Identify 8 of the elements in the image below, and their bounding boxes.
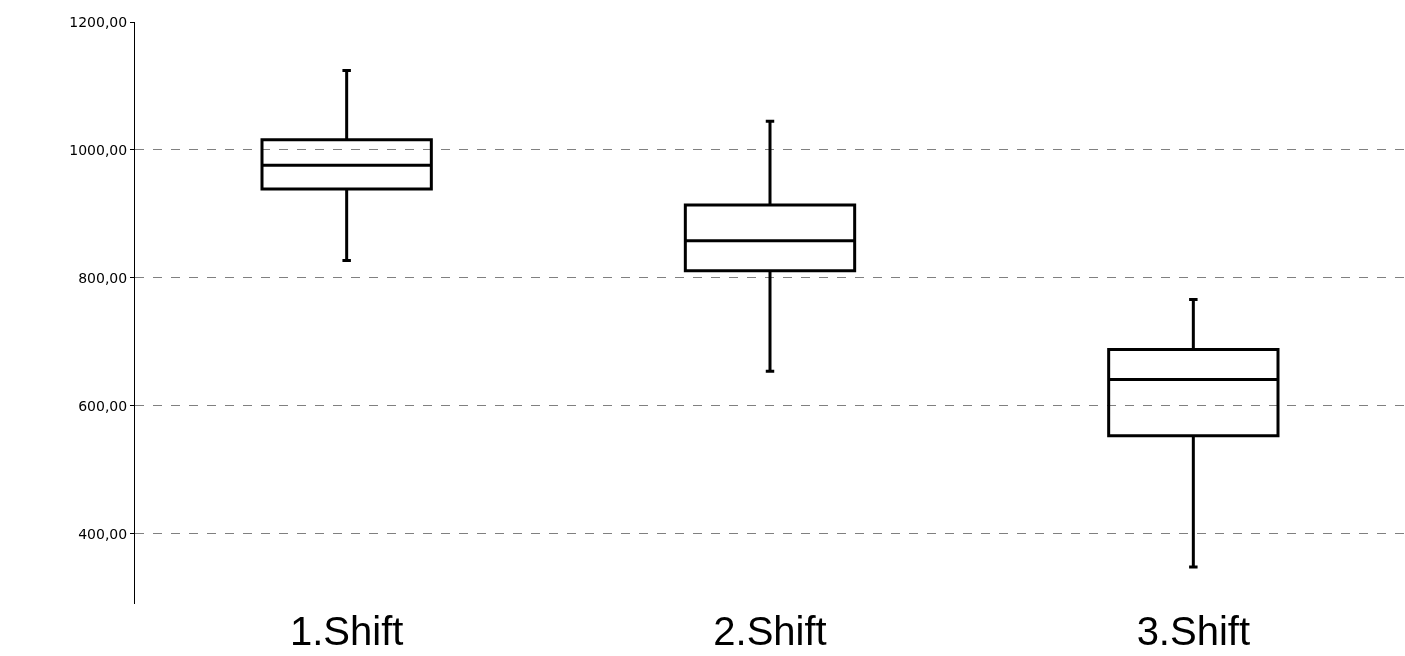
x-tick-label: 2.Shift — [713, 609, 827, 653]
y-tick-label: 1000,00 — [69, 141, 128, 158]
y-tick-label: 600,00 — [78, 397, 128, 414]
x-tick-label: 3.Shift — [1136, 609, 1251, 653]
y-tick-label: 1200,00 — [69, 13, 128, 30]
y-tick-label: 800,00 — [78, 269, 128, 286]
x-tick-label: 1.Shift — [289, 609, 404, 653]
y-tick-label: 400,00 — [78, 525, 128, 542]
